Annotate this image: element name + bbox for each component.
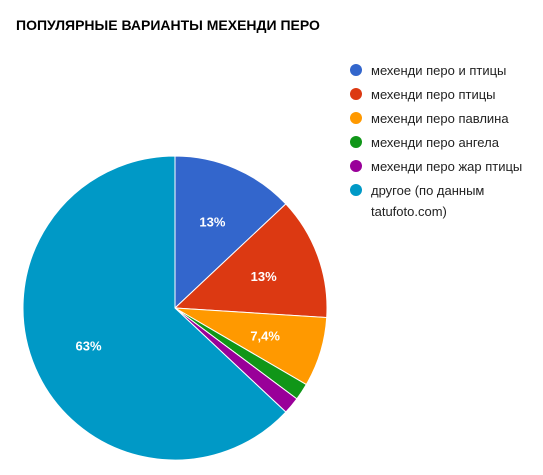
- pie-slice-6[interactable]: [22, 155, 287, 461]
- legend-item-5[interactable]: мехенди перо жар птицы: [348, 156, 538, 177]
- legend-swatch: [350, 136, 362, 148]
- legend: мехенди перо и птицы мехенди перо птицы ме…: [348, 60, 538, 225]
- legend-label: другое (по данным tatufoto.com): [371, 183, 485, 219]
- legend-swatch: [350, 112, 362, 124]
- legend-swatch: [350, 160, 362, 172]
- legend-swatch: [350, 64, 362, 76]
- slice-label-2: 13%: [251, 269, 277, 284]
- legend-item-6[interactable]: другое (по данным tatufoto.com): [348, 180, 538, 222]
- slice-label-3: 7,4%: [250, 328, 280, 343]
- legend-label: мехенди перо птицы: [371, 87, 496, 102]
- legend-label: мехенди перо павлина: [371, 111, 509, 126]
- legend-label: мехенди перо жар птицы: [371, 159, 523, 174]
- chart-title: ПОПУЛЯРНЫЕ ВАРИАНТЫ МЕХЕНДИ ПЕРО: [16, 17, 320, 33]
- legend-item-3[interactable]: мехенди перо павлина: [348, 108, 538, 129]
- legend-label: мехенди перо и птицы: [371, 63, 507, 78]
- legend-item-1[interactable]: мехенди перо и птицы: [348, 60, 538, 81]
- pie-slice-1[interactable]: [174, 155, 287, 310]
- legend-item-4[interactable]: мехенди перо ангела: [348, 132, 538, 153]
- legend-swatch: [350, 184, 362, 196]
- slice-label-6: 63%: [75, 338, 101, 353]
- slice-label-1: 13%: [199, 215, 225, 230]
- legend-swatch: [350, 88, 362, 100]
- legend-item-2[interactable]: мехенди перо птицы: [348, 84, 538, 105]
- legend-label: мехенди перо ангела: [371, 135, 499, 150]
- pie-slice-2[interactable]: [173, 203, 328, 319]
